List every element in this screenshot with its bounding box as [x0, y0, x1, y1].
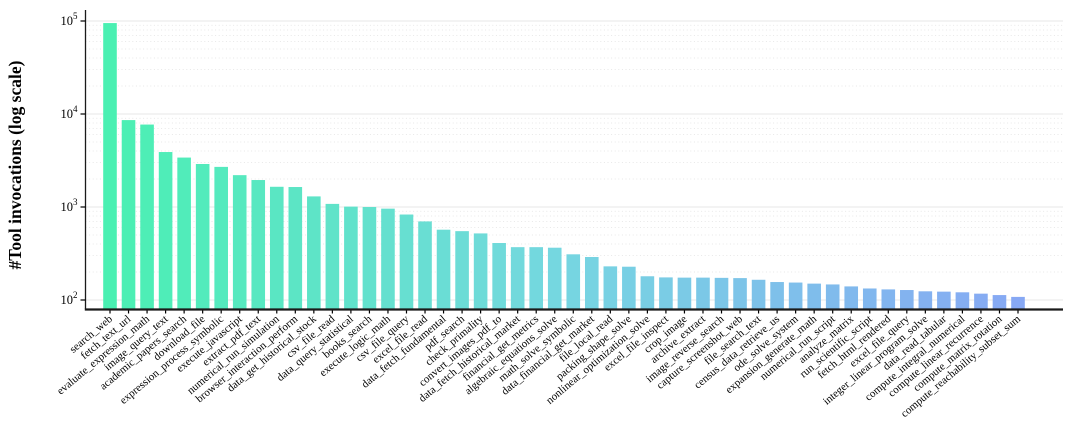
bar: [251, 180, 266, 309]
bar: [733, 278, 747, 309]
bar: [344, 206, 358, 309]
bar: [547, 247, 562, 309]
bar: [436, 229, 451, 309]
bar: [381, 208, 395, 309]
bar: [918, 291, 933, 309]
bar: [603, 266, 618, 309]
bar: [510, 247, 525, 309]
bar: [900, 290, 914, 309]
bar: [529, 247, 544, 309]
bar: [566, 254, 581, 309]
bar: [307, 196, 321, 309]
bar: [103, 23, 117, 309]
bar: [177, 157, 191, 309]
bar: [418, 221, 432, 309]
bar: [214, 166, 228, 309]
y-tick-label: 104: [61, 104, 79, 121]
bar: [844, 286, 859, 309]
bar: [473, 233, 488, 309]
bar: [881, 289, 896, 309]
bar: [455, 231, 469, 309]
bar: [1011, 296, 1025, 309]
y-tick-label: 102: [61, 290, 78, 307]
bar: [195, 163, 210, 309]
bar: [121, 120, 136, 309]
bar: [492, 243, 506, 309]
bar: [770, 282, 784, 309]
bar: [992, 295, 1007, 309]
bar: [955, 292, 970, 309]
y-axis-ticks: 102 103 104 105: [61, 11, 86, 307]
bar: [825, 284, 840, 309]
y-axis-title: #Tool invocations (log scale): [5, 60, 25, 269]
bar: [751, 279, 766, 309]
bar: [584, 256, 599, 309]
bar: [622, 266, 636, 309]
bars: [103, 23, 1025, 309]
bar: [269, 186, 284, 309]
bar: [714, 277, 729, 309]
bar: [788, 282, 803, 309]
bar: [807, 283, 821, 309]
bar: [937, 291, 951, 309]
x-axis-tick-labels: search_webfetch_text_urlevaluate_express…: [55, 313, 1023, 420]
bar: [862, 288, 877, 309]
bar: [677, 277, 692, 309]
bar: [158, 152, 173, 309]
bar: [399, 214, 414, 309]
bar: [232, 175, 247, 309]
bar: [659, 277, 673, 309]
bar: [362, 207, 377, 309]
bar: [640, 276, 655, 309]
minor-gridlines: [85, 24, 1063, 273]
y-tick-label: 103: [61, 197, 79, 214]
axes: [84, 10, 1063, 314]
bar: [696, 277, 710, 309]
bar: [325, 203, 340, 309]
y-tick-label: 105: [61, 11, 79, 28]
bar: [974, 293, 988, 309]
bar: [140, 124, 154, 309]
bar: [288, 187, 303, 309]
